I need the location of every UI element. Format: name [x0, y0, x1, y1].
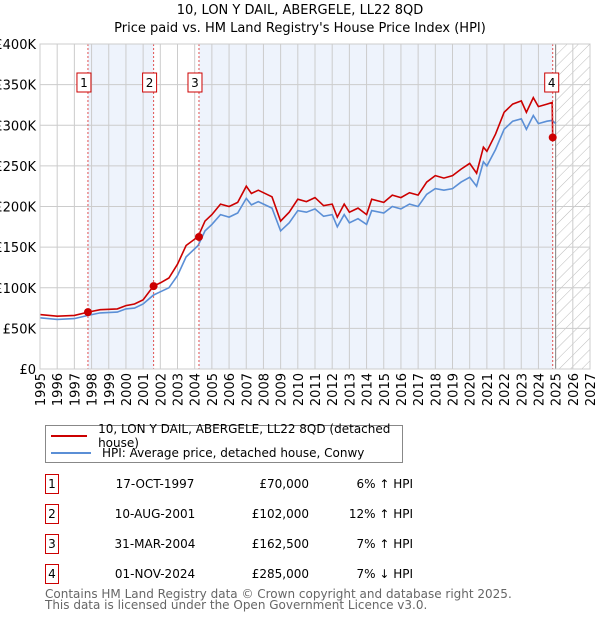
footer-line-1: Contains HM Land Registry data © Crown c… [45, 587, 512, 601]
legend-label-property: 10, LON Y DAIL, ABERGELE, LL22 8QD (deta… [98, 422, 391, 450]
x-tick-label: 2003 [172, 373, 187, 406]
sale-date: 10-AUG-2001 [114, 507, 196, 521]
sale-date: 17-OCT-1997 [115, 477, 195, 491]
sale-point [548, 133, 557, 142]
sale-point [194, 232, 203, 241]
chart-title: 10, LON Y DAIL, ABERGELE, LL22 8QD [177, 3, 424, 18]
sale-number: 2 [45, 504, 59, 524]
x-tick-label: 2002 [154, 373, 169, 406]
sale-label-box [544, 72, 560, 93]
sale-hpi-diff: 12% ↑ HPI [348, 507, 413, 521]
sale-label: 2 [146, 76, 154, 90]
sale-label-box [76, 72, 92, 93]
sale-label: 1 [80, 76, 88, 90]
sale-point [149, 282, 158, 291]
sale-price: £285,000 [251, 567, 309, 581]
y-tick-label: £100K [0, 282, 36, 297]
sale-price: £70,000 [259, 477, 309, 491]
x-tick-label: 2018 [429, 373, 444, 406]
sale-hpi-diff: 7% ↓ HPI [356, 567, 413, 581]
sale-point [83, 308, 92, 317]
x-tick-label: 1996 [51, 373, 66, 406]
x-tick-label: 2010 [292, 373, 307, 406]
sale-price: £162,500 [251, 537, 309, 551]
x-tick-label: 2017 [412, 373, 427, 406]
x-tick-label: 2009 [275, 373, 290, 406]
x-tick-label: 2020 [464, 373, 479, 406]
x-tick-label: 2024 [532, 373, 547, 406]
x-tick-label: 2019 [447, 373, 462, 406]
y-tick-label: £200K [0, 201, 36, 216]
x-tick-label: 2004 [189, 373, 204, 406]
sale-label: 3 [191, 76, 199, 90]
y-tick-label: £50K [3, 322, 37, 337]
footer-line-2: This data is licensed under the Open Gov… [45, 598, 428, 612]
x-tick-label: 2027 [584, 373, 599, 406]
plot-frame [39, 43, 591, 370]
table-row: 2 10-AUG-2001 £102,000 12% ↑ HPI [45, 504, 413, 524]
legend-swatch-hpi [51, 452, 91, 454]
table-row: 3 31-MAR-2004 £162,500 7% ↑ HPI [45, 534, 413, 554]
x-tick-label: 1995 [34, 373, 49, 406]
sale-label-box [142, 72, 158, 93]
x-tick-label: 2025 [550, 373, 565, 406]
hpi-line [39, 113, 557, 321]
x-tick-label: 2008 [257, 373, 272, 406]
x-tick-label: 1998 [86, 373, 101, 406]
x-tick-label: 2016 [395, 373, 410, 406]
x-tick-label: 2012 [326, 373, 341, 406]
legend-item-property: 10, LON Y DAIL, ABERGELE, LL22 8QD (deta… [51, 422, 402, 450]
x-tick-label: 2026 [567, 373, 582, 406]
sale-number: 4 [45, 564, 59, 584]
table-row: 4 01-NOV-2024 £285,000 7% ↓ HPI [45, 564, 413, 584]
x-tick-label: 2000 [120, 373, 135, 406]
sale-label-box [187, 72, 203, 93]
legend-label-hpi: HPI: Average price, detached house, Conw… [102, 446, 365, 460]
legend-item-hpi: HPI: Average price, detached house, Conw… [51, 445, 364, 461]
x-tick-label: 1997 [68, 373, 83, 406]
x-tick-label: 2022 [498, 373, 513, 406]
legend-swatch-property [51, 435, 88, 437]
x-tick-label: 2023 [515, 373, 530, 406]
x-tick-label: 2005 [206, 373, 221, 406]
y-tick-label: £250K [0, 160, 36, 175]
x-tick-label: 2001 [137, 373, 152, 406]
y-tick-label: £0 [19, 363, 36, 378]
x-tick-label: 2015 [378, 373, 393, 406]
sale-date: 31-MAR-2004 [114, 537, 196, 551]
x-tick-label: 2014 [361, 373, 376, 406]
price-chart: 10, LON Y DAIL, ABERGELE, LL22 8QD Price… [0, 3, 599, 406]
property-price-line [39, 95, 554, 318]
x-tick-label: 1999 [103, 373, 118, 406]
y-tick-label: £350K [0, 79, 36, 94]
x-tick-label: 2021 [481, 373, 496, 406]
x-tick-label: 2013 [343, 373, 358, 406]
x-tick-label: 2007 [240, 373, 255, 406]
y-tick-label: £150K [0, 241, 36, 256]
chart-subtitle: Price paid vs. HM Land Registry's House … [114, 21, 486, 36]
x-tick-label: 2006 [223, 373, 238, 406]
sale-price: £102,000 [251, 507, 309, 521]
table-row: 1 17-OCT-1997 £70,000 6% ↑ HPI [45, 474, 413, 494]
sale-number: 1 [45, 474, 59, 494]
sale-number: 3 [45, 534, 59, 554]
sale-hpi-diff: 6% ↑ HPI [356, 477, 413, 491]
y-tick-label: £400K [0, 38, 36, 53]
legend: 10, LON Y DAIL, ABERGELE, LL22 8QD (deta… [45, 422, 403, 463]
footer: Contains HM Land Registry data © Crown c… [45, 587, 512, 612]
sale-date: 01-NOV-2024 [114, 567, 196, 581]
sale-hpi-diff: 7% ↑ HPI [356, 537, 413, 551]
x-tick-label: 2011 [309, 373, 324, 406]
y-tick-label: £300K [0, 119, 36, 134]
sale-label: 4 [548, 76, 556, 90]
